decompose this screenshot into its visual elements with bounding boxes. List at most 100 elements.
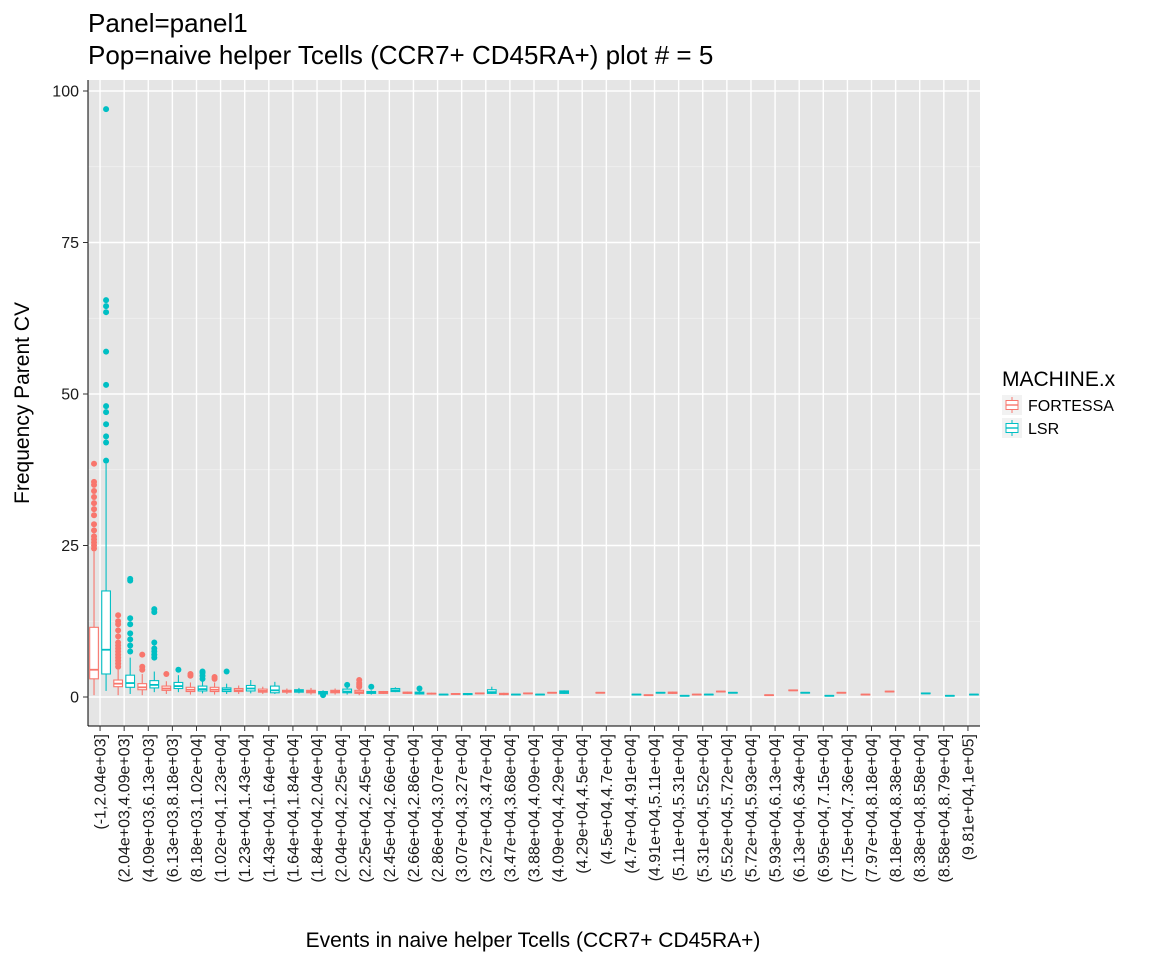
box-fortessa-12 [378,690,389,694]
box-fortessa-11 [354,677,365,696]
x-tick-label: (2.04e+03,4.09e+03] [117,734,134,883]
box-fortessa-1 [113,612,124,696]
x-tick-label: (7.97e+04,8.18e+04] [864,734,881,883]
x-tick-label: (6.13e+04,6.34e+04] [792,734,809,883]
x-tick-label: (-1,2.04e+03] [93,734,110,830]
outlier-point [91,494,98,501]
x-tick-label: (8.58e+04,8.79e+04] [936,734,953,883]
box-lsr-25 [703,693,714,696]
legend-label-lsr: LSR [1028,421,1059,438]
outlier-point [163,670,170,677]
outlier-point [344,681,351,688]
box-fortessa-19 [547,691,557,694]
y-tick-label: 25 [61,538,79,555]
outlier-point [127,648,134,655]
box-fortessa-6 [233,685,244,694]
box-lsr-0 [101,106,111,691]
x-axis: (-1,2.04e+03] (2.04e+03,4.09e+03] (4.09e+0… [93,726,977,883]
box-lsr-8 [294,687,304,694]
x-tick-label: (2.86e+04,3.07e+04] [430,734,447,883]
y-tick-label: 0 [70,690,79,707]
box-lsr-30 [824,694,835,697]
outlier-point [115,612,122,619]
box-fortessa-7 [257,686,268,694]
x-tick-label: (2.45e+04,2.66e+04] [382,734,399,883]
outlier-point [127,630,134,637]
box-lsr-7 [269,681,280,694]
box-fortessa-26 [715,690,726,693]
y-tick-label: 75 [61,235,79,252]
box-fortessa-16 [474,692,485,695]
box-fortessa-29 [788,689,799,692]
box-body [125,674,136,688]
chart-title-line-1: Panel=panel1 [88,8,248,38]
x-tick-label: (9.81e+04,1e+05] [960,734,977,860]
outlier-point [151,606,158,613]
outlier-point [103,457,110,464]
outlier-point [103,439,110,446]
box-fortessa-18 [523,692,533,695]
x-tick-label: (3.88e+04,4.09e+04] [527,734,544,883]
outlier-point [115,633,122,640]
box-lsr-5 [221,668,232,694]
x-tick-label: (5.93e+04,6.13e+04] [768,734,785,883]
legend-key-lsr: LSR [1002,418,1059,438]
box-fortessa-0 [89,460,99,696]
x-tick-label: (1.43e+04,1.64e+04] [261,734,278,883]
box-lsr-17 [511,693,521,696]
box-lsr-1 [125,575,136,694]
box-fortessa-2 [137,651,148,696]
x-axis-title: Events in naive helper Tcells (CCR7+ CD4… [306,929,761,952]
outlier-point [91,478,98,485]
x-tick-label: (4.5e+04,4.7e+04] [599,734,616,865]
outlier-point [175,666,182,673]
x-tick-label: (6.13e+03,8.18e+03] [165,734,182,883]
outlier-point [103,421,110,428]
box-fortessa-17 [498,692,509,696]
box-fortessa-32 [860,693,871,696]
chart-title-line-2: Pop=naive helper Tcells (CCR7+ CD45RA+) … [88,40,713,70]
outlier-point [127,615,134,622]
y-axis: 0 25 50 75 100 [52,84,88,707]
outlier-point [320,692,327,699]
box-lsr-22 [631,693,642,696]
legend-label-fortessa: FORTESSA [1028,398,1114,415]
outlier-point [211,674,218,681]
outlier-point [103,381,110,388]
outlier-point [115,618,122,625]
box-fortessa-14 [426,692,437,695]
box-lsr-9 [318,690,328,699]
outlier-point [91,460,98,467]
x-tick-label: (6.95e+04,7.15e+04] [816,734,833,883]
x-tick-label: (2.66e+04,2.86e+04] [406,734,423,883]
x-tick-label: (1.23e+04,1.43e+04] [237,734,254,883]
y-axis-title: Frequency Parent CV [11,302,34,504]
outlier-point [103,433,110,440]
outlier-point [103,409,110,416]
outlier-point [115,627,122,634]
box-fortessa-24 [667,691,678,694]
outlier-point [91,487,98,494]
x-tick-label: (3.47e+04,3.68e+04] [502,734,519,883]
box-lsr-4 [197,668,208,694]
box-fortessa-31 [836,691,847,694]
box-lsr-14 [438,693,449,696]
box-fortessa-25 [691,693,702,696]
box-fortessa-8 [282,688,292,694]
x-tick-label: (5.11e+04,5.31e+04] [671,734,688,881]
box-fortessa-28 [764,694,774,697]
legend-key-fortessa: FORTESSA [1002,395,1114,415]
outlier-point [139,651,146,658]
outlier-point [127,642,134,649]
outlier-point [103,303,110,310]
outlier-point [127,621,134,628]
box-lsr-18 [535,693,545,696]
outlier-point [151,645,158,652]
box-fortessa-23 [643,694,654,697]
outlier-point [187,670,194,677]
x-tick-label: (5.72e+04,5.93e+04] [743,734,760,883]
box-lsr-26 [728,691,738,694]
box-lsr-29 [800,691,811,694]
outlier-point [103,106,110,113]
